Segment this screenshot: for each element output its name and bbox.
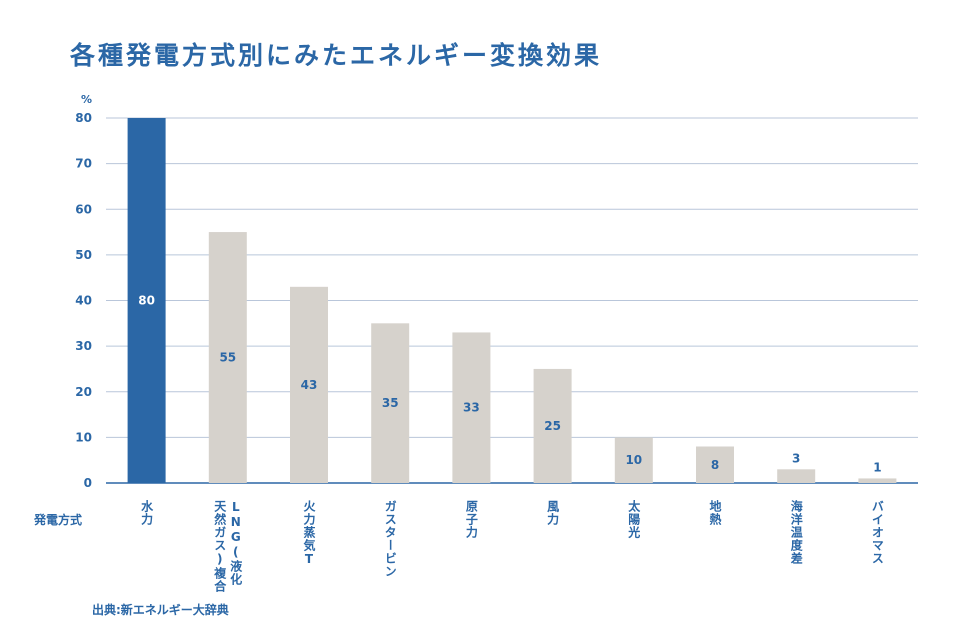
data-label: 43 — [301, 378, 318, 392]
data-label: 8 — [711, 458, 719, 472]
y-tick-label: 70 — [75, 157, 92, 171]
y-tick-label: 50 — [75, 248, 92, 262]
bar — [614, 437, 653, 483]
category-label: ガスタービン — [383, 500, 398, 578]
category-label: 海洋温度差 — [789, 500, 804, 565]
y-tick-label: 30 — [75, 339, 92, 353]
category-label: 太陽光 — [626, 500, 641, 539]
data-label: 3 — [792, 451, 800, 465]
bar — [371, 323, 410, 483]
bar — [696, 446, 734, 483]
y-tick-label: 0 — [84, 476, 92, 490]
y-tick-label: 80 — [75, 111, 92, 125]
x-axis-label: 発電方式 — [34, 513, 83, 527]
data-label: 1 — [873, 460, 881, 474]
data-label: 33 — [463, 401, 480, 415]
y-axis-unit: % — [81, 93, 92, 106]
data-label: 35 — [382, 396, 399, 410]
category-label: バイオマス — [870, 500, 885, 565]
category-label: 水力 — [139, 500, 154, 526]
bar — [290, 286, 328, 483]
data-label: 80 — [138, 294, 155, 308]
data-label: 25 — [544, 419, 561, 433]
bar — [127, 118, 166, 483]
bar — [858, 478, 897, 483]
bar — [533, 368, 572, 483]
bar — [777, 469, 816, 483]
category-label: 風力 — [545, 500, 560, 526]
category-label: 地熱 — [708, 500, 722, 526]
bar — [208, 232, 247, 483]
category-label: LNG(液化 天然ガス)複合 — [212, 500, 243, 593]
data-label: 55 — [219, 351, 236, 365]
y-tick-label: 10 — [75, 430, 92, 444]
y-tick-label: 20 — [75, 385, 92, 399]
chart-title: 各種発電方式別にみたエネルギー変換効果 — [70, 41, 603, 70]
bar — [452, 332, 491, 483]
data-label: 10 — [625, 453, 642, 467]
y-tick-label: 40 — [75, 294, 92, 308]
source-note: 出典:新エネルギー大辞典 — [92, 603, 229, 617]
y-tick-label: 60 — [75, 202, 92, 216]
category-label: 火力蒸気T — [302, 500, 316, 567]
category-label: 原子力 — [464, 500, 479, 539]
